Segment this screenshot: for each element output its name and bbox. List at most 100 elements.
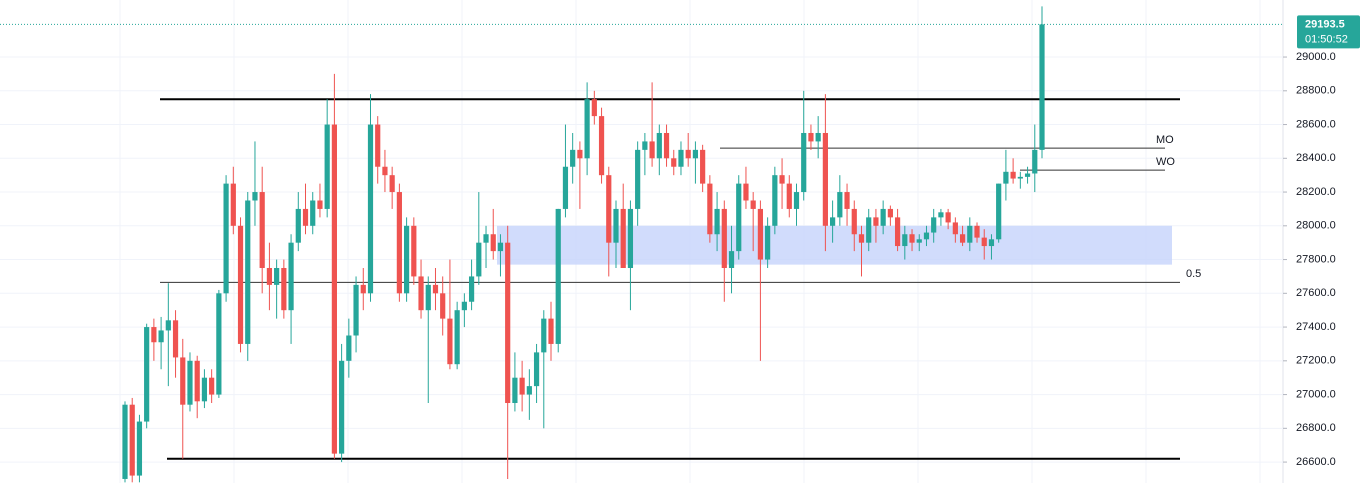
- y-tick-label: 27200.0: [1296, 355, 1336, 367]
- price-tag-countdown: 01:50:52: [1305, 33, 1348, 45]
- candle-body: [122, 404, 128, 479]
- candle-body: [375, 124, 381, 167]
- candle-body: [649, 141, 655, 159]
- y-tick-label: 27000.0: [1296, 388, 1336, 400]
- candle-body: [180, 357, 186, 405]
- candle-body: [750, 200, 756, 209]
- candle-body: [389, 175, 395, 193]
- candle-body: [158, 330, 164, 343]
- y-tick-label: 26800.0: [1296, 422, 1336, 434]
- candle-body: [981, 237, 987, 247]
- candle-body: [656, 132, 662, 159]
- candle-body: [938, 212, 944, 218]
- y-tick-label: 29000.0: [1296, 51, 1336, 63]
- candle-body: [295, 208, 301, 243]
- candle-body: [786, 183, 792, 209]
- candle-body: [288, 242, 294, 311]
- candle-body: [266, 267, 273, 285]
- candle-body: [1010, 171, 1016, 179]
- candle-body: [1003, 171, 1009, 184]
- candle-body: [144, 327, 150, 422]
- candle-body: [959, 234, 966, 243]
- candle-body: [830, 217, 836, 226]
- candle-body: [129, 404, 135, 476]
- candle-body: [584, 99, 590, 159]
- candle-body: [880, 208, 886, 226]
- y-tick-label: 28400.0: [1296, 152, 1336, 164]
- candle-body: [627, 208, 634, 268]
- candle-body: [353, 284, 359, 336]
- y-tick-label: 27600.0: [1296, 287, 1336, 299]
- candle-body: [360, 284, 366, 294]
- candle-body: [165, 320, 171, 331]
- candle-body: [765, 225, 771, 260]
- candle-body: [237, 225, 244, 344]
- candle-body: [317, 200, 323, 209]
- candle-body: [252, 192, 258, 201]
- candle-body: [700, 149, 706, 184]
- y-tick-label: 28200.0: [1296, 186, 1336, 198]
- candle-body: [274, 267, 280, 285]
- candle-body: [562, 166, 569, 209]
- candle-body: [743, 183, 749, 201]
- candle-body: [172, 320, 179, 358]
- candle-body: [945, 212, 951, 223]
- candle-body: [793, 192, 800, 209]
- candle-body: [692, 149, 699, 159]
- candle-body: [194, 360, 200, 402]
- candle-body: [923, 232, 930, 240]
- candle-body: [721, 208, 727, 268]
- candle-body: [432, 284, 439, 294]
- candle-body: [526, 386, 532, 395]
- candle-body: [396, 192, 402, 294]
- candle-body: [952, 222, 958, 235]
- candle-body: [974, 225, 980, 238]
- candle-body: [801, 132, 807, 193]
- candle-body: [541, 318, 547, 353]
- candle-body: [678, 149, 684, 167]
- level-label: MO: [1156, 134, 1174, 146]
- candle-body: [461, 301, 467, 311]
- y-tick-label: 26600.0: [1296, 456, 1336, 468]
- candle-body: [779, 175, 785, 184]
- candle-body: [815, 132, 821, 142]
- candle-body: [476, 242, 482, 277]
- candle-body: [916, 239, 922, 243]
- candle-body: [1039, 24, 1045, 150]
- candle-body: [533, 352, 540, 387]
- candle-body: [151, 327, 157, 343]
- candle-body: [757, 208, 764, 260]
- candle-body: [851, 208, 857, 235]
- candle-body: [822, 132, 828, 226]
- candle-body: [324, 124, 330, 209]
- candle-body: [613, 208, 619, 243]
- candle-body: [403, 225, 410, 294]
- candle-body: [367, 124, 374, 294]
- candle-body: [281, 267, 287, 311]
- candle-body: [411, 225, 417, 277]
- level-label: 0.5: [1186, 268, 1201, 280]
- candle-body: [808, 132, 814, 142]
- candle-body: [866, 217, 872, 243]
- candle-body: [1017, 176, 1023, 179]
- candle-body: [245, 200, 251, 344]
- candle-body: [209, 377, 215, 395]
- candle-body: [468, 276, 475, 302]
- candle-body: [902, 234, 908, 247]
- candle-body: [216, 293, 222, 395]
- candle-body: [988, 239, 995, 247]
- price-tag-value: 29193.5: [1305, 18, 1345, 30]
- candle-body: [635, 149, 641, 209]
- candle-body: [570, 149, 576, 167]
- candle-body: [671, 158, 677, 167]
- candle-body: [837, 192, 843, 218]
- candle-body: [1032, 149, 1038, 174]
- candle-body: [512, 377, 518, 404]
- candle-body: [685, 149, 691, 159]
- level-label: WO: [1156, 156, 1175, 168]
- candle-body: [663, 132, 670, 159]
- candle-body: [310, 200, 316, 226]
- candle-body: [707, 183, 713, 235]
- candle-body: [858, 234, 865, 243]
